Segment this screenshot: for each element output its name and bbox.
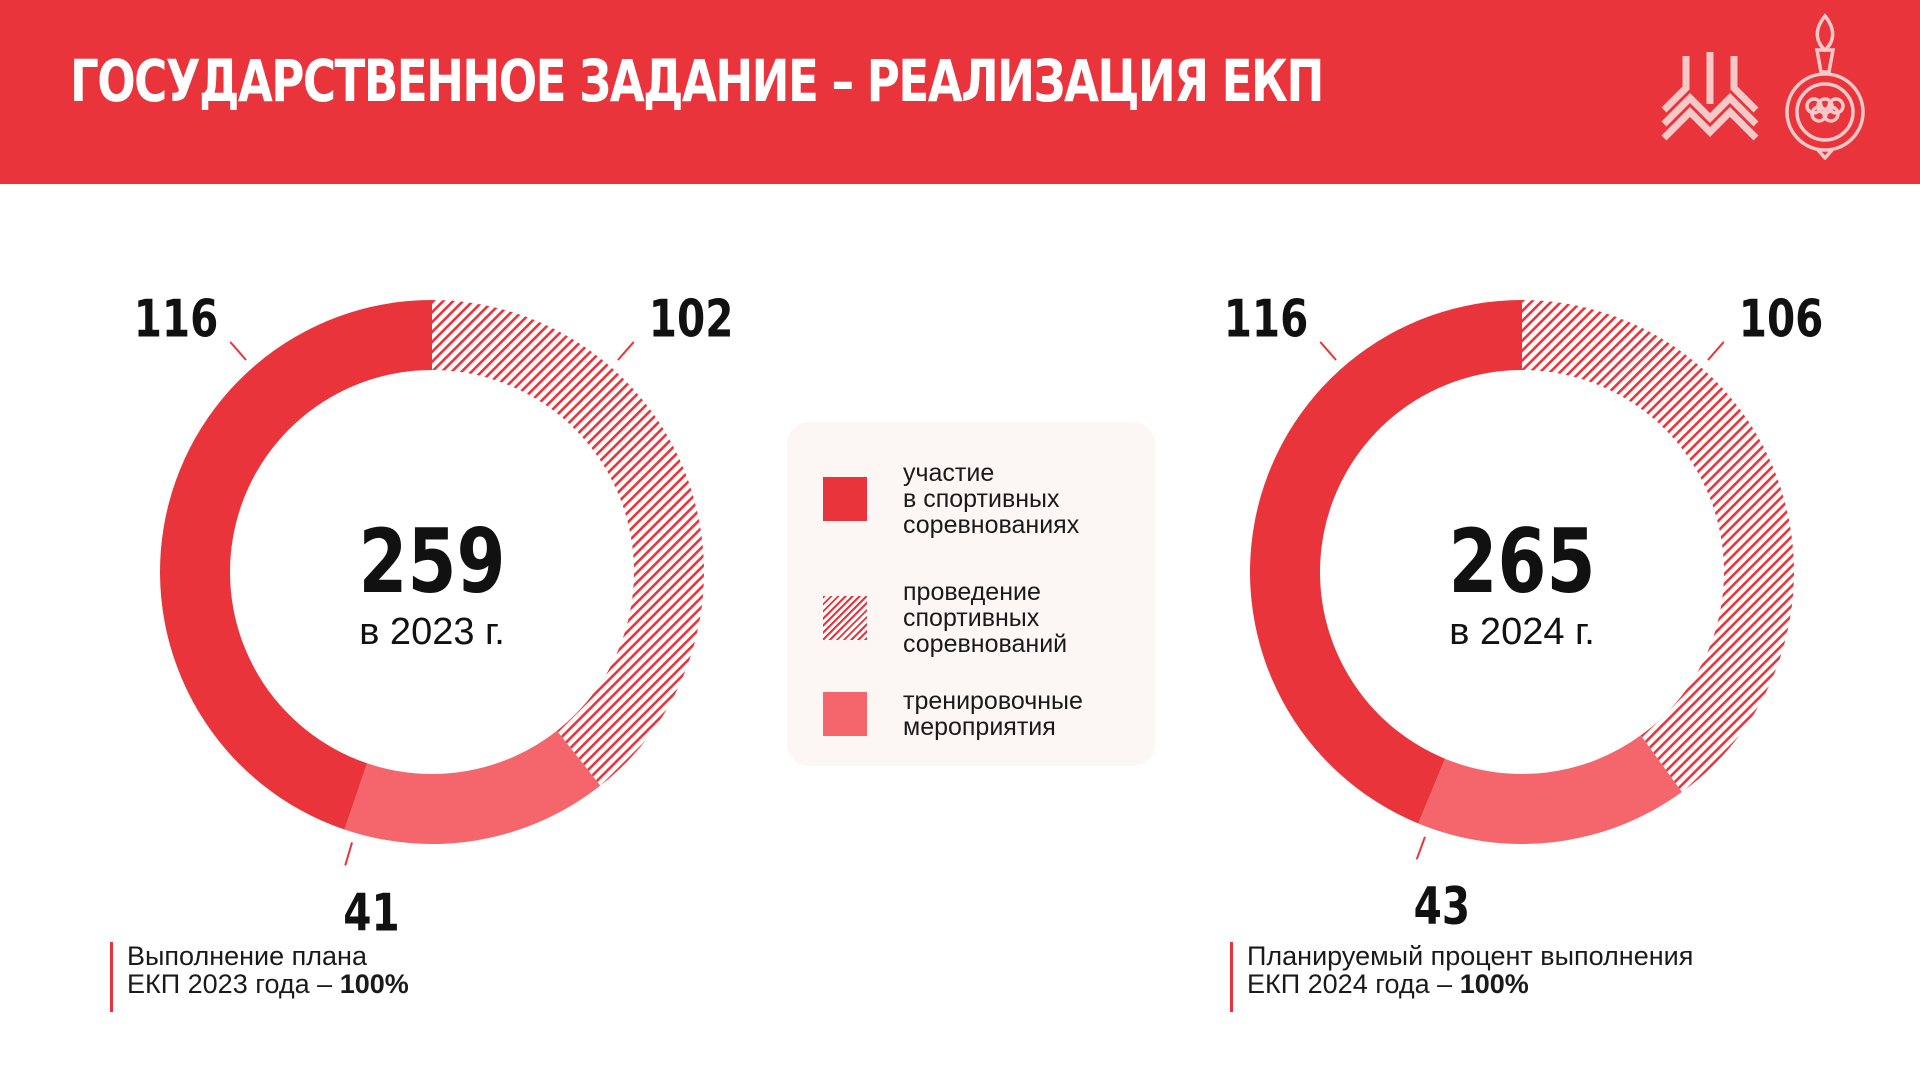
legend-swatch-light — [823, 692, 867, 736]
note-2023-value: 100% — [339, 969, 409, 999]
value-label: 116 — [134, 288, 219, 348]
value-label: 41 — [343, 883, 399, 943]
center-total: 265 — [1449, 510, 1596, 613]
center-total: 259 — [359, 510, 506, 613]
legend-label: тренировочные мероприятия — [903, 687, 1083, 741]
federation-logo-icon — [1661, 52, 1759, 141]
note-2023-text: Выполнение плана ЕКП 2023 года – — [127, 941, 367, 999]
note-2024: Планируемый процент выполнения ЕКП 2024 … — [1230, 942, 1693, 1012]
value-label: 102 — [649, 288, 734, 348]
center-label: в 2024 г. — [1449, 611, 1595, 653]
legend-item-hosting: проведение спортивных соревнований — [823, 579, 1143, 657]
note-2024-text: Планируемый процент выполнения ЕКП 2024 … — [1247, 941, 1694, 999]
slice-hosting — [1522, 300, 1794, 793]
legend-item-participation: участие в спортивных соревнованиях — [823, 460, 1143, 538]
note-2024-value: 100% — [1459, 969, 1529, 999]
leader-line — [344, 842, 353, 866]
leader-line — [229, 341, 247, 361]
header-bar: ГОСУДАРСТВЕННОЕ ЗАДАНИЕ – РЕАЛИЗАЦИЯ ЕКП — [0, 0, 1920, 184]
leader-line — [1415, 836, 1426, 860]
legend-swatch-hatch — [823, 596, 867, 640]
slice-participation — [159, 300, 433, 830]
leader-line — [1707, 341, 1725, 361]
legend-label: участие в спортивных соревнованиях — [903, 459, 1080, 539]
page-title: ГОСУДАРСТВЕННОЕ ЗАДАНИЕ – РЕАЛИЗАЦИЯ ЕКП — [70, 47, 1324, 115]
emblem-torch-icon — [1785, 13, 1865, 160]
legend-label: проведение спортивных соревнований — [903, 578, 1068, 658]
slice-training — [1418, 735, 1682, 844]
slice-hosting — [432, 300, 705, 786]
legend-panel: участие в спортивных соревнованиях прове… — [787, 422, 1155, 766]
slice-training — [344, 730, 601, 844]
leader-line — [617, 341, 635, 361]
note-2023: Выполнение плана ЕКП 2023 года – 100% — [110, 942, 409, 1012]
legend-swatch-solid — [823, 477, 867, 521]
leader-line — [1319, 341, 1337, 361]
value-label: 43 — [1414, 876, 1470, 936]
value-label: 116 — [1224, 288, 1309, 348]
value-label: 106 — [1739, 288, 1824, 348]
slice-participation — [1249, 300, 1522, 824]
center-label: в 2023 г. — [359, 611, 505, 653]
legend-item-training: тренировочные мероприятия — [823, 688, 1143, 740]
